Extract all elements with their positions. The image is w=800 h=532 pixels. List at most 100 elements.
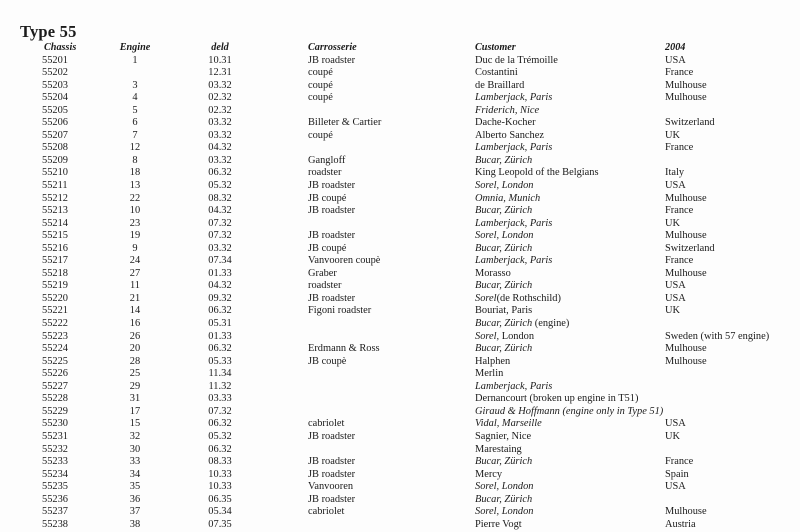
cell-chassis: 55221 [42, 305, 68, 317]
table-row: 55211 13 05.32 JB roadster Sorel, London USA [0, 180, 800, 193]
cell-engine: 6 [132, 117, 138, 129]
cell-chassis: 55226 [42, 368, 68, 380]
cell-carrosserie: JB coupé [308, 242, 347, 254]
table-row: 55221 14 06.32 Figoni roadster Bouriat, Pari… [0, 305, 800, 318]
cell-customer: Bucar, Zürich [475, 205, 533, 217]
column-header-carrosserie: Carrosserie [308, 42, 357, 53]
cell-deld: 03.33 [208, 393, 232, 405]
cell-y2004: Mulhouse [665, 79, 707, 91]
customer-note: (engine) [532, 318, 570, 330]
cell-chassis: 55212 [42, 192, 68, 204]
cell-chassis: 55203 [42, 79, 68, 91]
cell-y2004: USA [665, 54, 686, 66]
table-row: 55224 20 06.32 Erdmann & Ross Bucar, Zürich M… [0, 343, 800, 356]
table-row: 55235 35 10.33 Vanvooren Sorel, London USA [0, 481, 800, 494]
table-row: 55233 33 08.33 JB roadster Bucar, Zürich Fran… [0, 456, 800, 469]
cell-y2004: Austria [665, 518, 696, 530]
cell-engine: 24 [129, 255, 141, 267]
page-title: Type 55 [20, 22, 77, 41]
cell-engine: 19 [129, 230, 141, 242]
cell-carrosserie: cabriolet [308, 418, 345, 430]
cell-deld: 03.32 [208, 79, 232, 91]
table-row: 55226 25 11.34 Merlin [0, 368, 800, 381]
cell-carrosserie: JB roadster [308, 430, 356, 442]
column-header-2004: 2004 [665, 42, 686, 53]
table-body: 55201 1 10.31 JB roadster Duc de la Trémoill… [0, 55, 800, 532]
cell-chassis: 55214 [42, 217, 68, 229]
cell-engine: 33 [129, 456, 141, 468]
cell-engine: 30 [129, 443, 141, 455]
cell-customer: Bucar, Zürich [475, 493, 533, 505]
cell-chassis: 55220 [42, 292, 68, 304]
cell-chassis: 55237 [42, 506, 68, 518]
cell-chassis: 55234 [42, 468, 68, 480]
table-row: 55220 21 09.32 JB roadster Sorel(de Rothschi… [0, 293, 800, 306]
table-row: 55204 4 02.32 coupé Lamberjack, Paris Mulhous… [0, 92, 800, 105]
table-row: 55231 32 05.32 JB roadster Sagnier, Nice UK [0, 431, 800, 444]
cell-chassis: 55225 [42, 355, 68, 367]
cell-engine: 34 [129, 468, 141, 480]
cell-chassis: 55227 [42, 380, 68, 392]
cell-deld: 02.32 [208, 104, 232, 116]
cell-y2004: UK [665, 217, 681, 229]
cell-engine: 27 [129, 267, 141, 279]
column-header-customer: Customer [475, 42, 516, 53]
cell-customer: Friderich, Nice [475, 104, 540, 116]
cell-chassis: 55210 [42, 167, 68, 179]
cell-deld: 05.33 [208, 355, 232, 367]
table-row: 55219 11 04.32 roadster Bucar, Zürich USA [0, 280, 800, 293]
table-row: 55216 9 03.32 JB coupé Bucar, Zürich Switzerl… [0, 243, 800, 256]
cell-deld: 08.33 [208, 456, 232, 468]
column-header-deld: deld [211, 42, 229, 53]
cell-customer: Omnia, Munich [475, 192, 541, 204]
cell-chassis: 55208 [42, 142, 68, 154]
cell-engine: 22 [129, 192, 141, 204]
cell-customer: Halphen [475, 355, 511, 367]
table-row: 55228 31 03.33 Dernancourt (broken up engin… [0, 393, 800, 406]
cell-customer: Pierre Vogt [475, 518, 522, 530]
cell-deld: 06.32 [208, 418, 232, 430]
table-row: 55213 10 04.32 JB roadster Bucar, Zürich Fran… [0, 205, 800, 218]
cell-engine: 35 [129, 481, 141, 493]
cell-engine: 12 [129, 142, 141, 154]
cell-deld: 06.35 [208, 493, 232, 505]
cell-engine: 4 [132, 92, 138, 104]
cell-chassis: 55207 [42, 129, 68, 141]
cell-y2004: Mulhouse [665, 192, 707, 204]
cell-y2004: Mulhouse [665, 343, 707, 355]
cell-customer: Lamberjack, Paris [475, 255, 553, 267]
cell-customer: Duc de la Trémoille [475, 54, 558, 66]
cell-chassis: 55202 [42, 67, 68, 79]
cell-chassis: 55233 [42, 456, 68, 468]
cell-y2004: Sweden (with 57 engine) [665, 330, 770, 342]
cell-deld: 06.32 [208, 305, 232, 317]
cell-customer: Lamberjack, Paris [475, 217, 553, 229]
cell-carrosserie: JB coupè [308, 355, 347, 367]
cell-carrosserie: JB roadster [308, 493, 356, 505]
cell-deld: 11.32 [208, 380, 232, 392]
cell-engine: 17 [129, 405, 141, 417]
cell-deld: 07.32 [208, 405, 232, 417]
cell-customer: Marestaing [475, 443, 522, 455]
cell-chassis: 55232 [42, 443, 68, 455]
cell-engine: 28 [129, 355, 141, 367]
cell-deld: 05.32 [208, 430, 232, 442]
cell-deld: 07.32 [208, 217, 232, 229]
cell-carrosserie: Figoni roadster [308, 305, 372, 317]
customer-name-italic: Sorel [475, 292, 497, 304]
cell-carrosserie: JB roadster [308, 468, 356, 480]
cell-engine: 23 [129, 217, 141, 229]
cell-deld: 06.32 [208, 443, 232, 455]
cell-y2004: France [665, 456, 694, 468]
cell-customer: Dache-Kocher [475, 117, 536, 129]
cell-customer: Lamberjack, Paris [475, 142, 553, 154]
cell-carrosserie: JB roadster [308, 205, 356, 217]
cell-deld: 10.31 [208, 54, 232, 66]
table-row: 55202 12.31 coupé Costantini France [0, 67, 800, 80]
cell-deld: 06.32 [208, 167, 232, 179]
table-row: 55215 19 07.32 JB roadster Sorel, London Mulh… [0, 230, 800, 243]
cell-customer: Bucar, Zürich [475, 456, 533, 468]
cell-deld: 02.32 [208, 92, 232, 104]
cell-y2004: USA [665, 280, 686, 292]
